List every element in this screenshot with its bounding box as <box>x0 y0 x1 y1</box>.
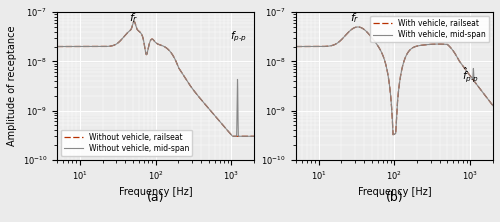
Without vehicle, railseat <box>54 45 60 48</box>
Without vehicle, mid-span <box>182 77 188 80</box>
With vehicle, railseat <box>421 44 427 46</box>
With vehicle, railseat <box>390 133 396 136</box>
Without vehicle, railseat <box>131 20 137 23</box>
Text: $\hat{f}_{p\text{-}p}$: $\hat{f}_{p\text{-}p}$ <box>462 65 479 84</box>
With vehicle, mid-span <box>490 104 496 107</box>
With vehicle, mid-span <box>421 44 427 46</box>
With vehicle, mid-span <box>455 58 461 60</box>
With vehicle, railseat <box>490 104 496 107</box>
Without vehicle, railseat <box>182 77 188 80</box>
With vehicle, railseat <box>292 45 298 48</box>
Without vehicle, mid-span <box>230 135 235 138</box>
Without vehicle, railseat <box>230 135 235 138</box>
With vehicle, mid-span <box>328 44 334 47</box>
Text: $f_r$: $f_r$ <box>350 11 360 25</box>
Text: (b): (b) <box>386 191 403 204</box>
Without vehicle, mid-span <box>130 24 136 27</box>
Without vehicle, railseat <box>201 102 207 105</box>
Without vehicle, mid-span <box>172 59 178 61</box>
Without vehicle, railseat <box>216 119 222 122</box>
With vehicle, mid-span <box>292 45 298 48</box>
Without vehicle, mid-span <box>216 119 222 122</box>
With vehicle, railseat <box>368 36 374 38</box>
Without vehicle, mid-span <box>252 135 258 138</box>
With vehicle, railseat <box>455 58 461 60</box>
Line: With vehicle, mid-span: With vehicle, mid-span <box>296 27 493 135</box>
Text: $f_r$: $f_r$ <box>130 11 139 25</box>
Without vehicle, railseat <box>252 135 258 138</box>
With vehicle, railseat <box>411 46 417 48</box>
X-axis label: Frequency [Hz]: Frequency [Hz] <box>119 187 192 197</box>
Text: $f_{p\text{-}p}$: $f_{p\text{-}p}$ <box>230 30 248 44</box>
With vehicle, mid-span <box>411 46 417 48</box>
With vehicle, mid-span <box>440 43 446 46</box>
Without vehicle, railseat <box>130 24 136 27</box>
Text: (a): (a) <box>147 191 164 204</box>
Without vehicle, mid-span <box>201 102 207 105</box>
Line: Without vehicle, railseat: Without vehicle, railseat <box>57 21 254 136</box>
With vehicle, mid-span <box>368 36 374 38</box>
Without vehicle, mid-span <box>90 45 96 48</box>
Line: Without vehicle, mid-span: Without vehicle, mid-span <box>57 21 254 136</box>
Without vehicle, mid-span <box>54 45 60 48</box>
With vehicle, railseat <box>328 44 334 47</box>
Without vehicle, mid-span <box>131 20 137 23</box>
Without vehicle, railseat <box>90 45 96 48</box>
Legend: With vehicle, railseat, With vehicle, mid-span: With vehicle, railseat, With vehicle, mi… <box>370 16 489 42</box>
Legend: Without vehicle, railseat, Without vehicle, mid-span: Without vehicle, railseat, Without vehic… <box>60 129 192 156</box>
Y-axis label: Amplitude of receptance: Amplitude of receptance <box>7 26 17 146</box>
With vehicle, mid-span <box>355 26 361 28</box>
Line: With vehicle, railseat: With vehicle, railseat <box>296 27 493 135</box>
Without vehicle, railseat <box>172 59 178 61</box>
X-axis label: Frequency [Hz]: Frequency [Hz] <box>358 187 431 197</box>
With vehicle, railseat <box>440 43 446 46</box>
With vehicle, railseat <box>355 26 361 28</box>
With vehicle, mid-span <box>390 133 396 136</box>
